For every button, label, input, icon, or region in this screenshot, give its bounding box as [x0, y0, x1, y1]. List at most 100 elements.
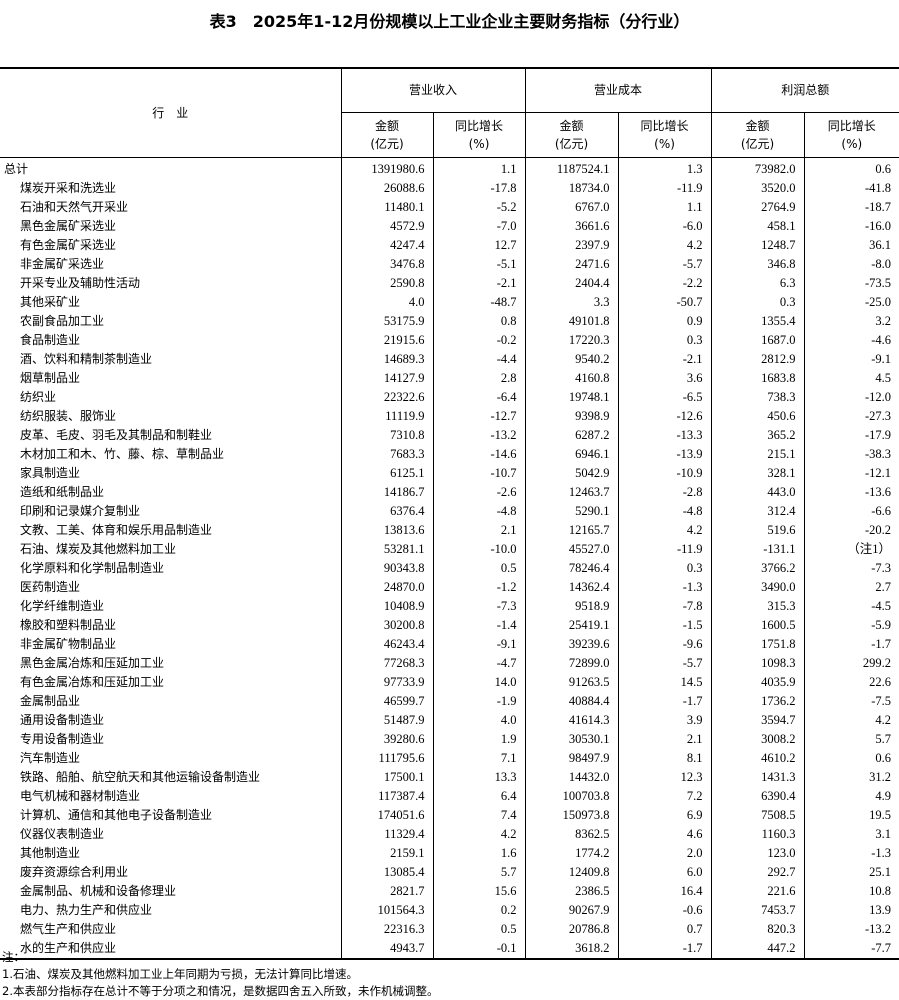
profit-growth: 0.6 [803, 748, 899, 768]
profit-amount: 312.4 [710, 501, 805, 521]
industry-name: 金属制品、机械和设备修理业 [20, 883, 177, 898]
revenue-growth: -1.4 [432, 615, 526, 635]
cost-growth: 6.9 [617, 805, 712, 825]
cost-growth: -5.7 [617, 254, 712, 274]
industry-name: 有色金属冶炼和压延加工业 [20, 674, 165, 689]
revenue-growth: -0.2 [432, 330, 526, 350]
profit-growth: -1.7 [803, 634, 899, 654]
cost-amount: 45527.0 [524, 539, 619, 559]
table-title: 表3 2025年1-12月份规模以上工业企业主要财务指标（分行业） [209, 12, 690, 31]
profit-growth: -16.0 [803, 216, 899, 236]
cost-amount: 25419.1 [524, 615, 619, 635]
industry-name: 皮革、毛皮、羽毛及其制品和制鞋业 [20, 427, 213, 442]
table-row: 石油、煤炭及其他燃料加工业 53281.1 -10.0 45527.0 -11.9 -13… [0, 539, 899, 559]
revenue-growth: 1.6 [432, 843, 526, 863]
cost-amount: 1187524.1 [524, 157, 619, 179]
cost-growth: 0.3 [617, 558, 712, 578]
cost-amount: 14362.4 [524, 577, 619, 597]
revenue-growth: 4.0 [432, 710, 526, 730]
revenue-growth: 5.7 [432, 862, 526, 882]
table-row: 专用设备制造业 39280.6 1.9 30530.1 2.1 3008.2 5.7 [0, 729, 899, 749]
table-row: 酒、饮料和精制茶制造业 14689.3 -4.4 9540.2 -2.1 2812.9 -9… [0, 349, 899, 369]
revenue-amount: 4.0 [340, 292, 433, 312]
industry-name: 燃气生产和供应业 [20, 921, 117, 936]
cost-growth: -11.9 [617, 539, 712, 559]
revenue-amount: 11119.9 [340, 406, 433, 426]
profit-amount: 1600.5 [710, 615, 805, 635]
profit-growth: -38.3 [803, 444, 899, 464]
table-row: 电力、热力生产和供应业 101564.3 0.2 90267.9 -0.6 7453.7 1… [0, 900, 899, 920]
profit-growth: 3.1 [803, 824, 899, 844]
industry-name: 有色金属矿采选业 [20, 237, 117, 252]
table-row: 文教、工美、体育和娱乐用品制造业 13813.6 2.1 12165.7 4.2 519.… [0, 520, 899, 540]
profit-amount: 1248.7 [710, 235, 805, 255]
table-row: 煤炭开采和洗选业 26088.6 -17.8 18734.0 -11.9 3520.0 -4… [0, 178, 899, 198]
revenue-amount: 97733.9 [340, 672, 433, 692]
table-row: 其他制造业 2159.1 1.6 1774.2 2.0 123.0 -1.3 [0, 843, 899, 863]
industry-name: 铁路、船舶、航空航天和其他运输设备制造业 [20, 769, 261, 784]
industry-name: 煤炭开采和洗选业 [20, 180, 117, 195]
profit-growth: 2.7 [803, 577, 899, 597]
table-row: 废弃资源综合利用业 13085.4 5.7 12409.8 6.0 292.7 25.1 [0, 862, 899, 882]
cost-growth: 6.0 [617, 862, 712, 882]
profit-amount: 450.6 [710, 406, 805, 426]
cost-amount: 14432.0 [524, 767, 619, 787]
profit-amount: 1751.8 [710, 634, 805, 654]
profit-growth: -73.5 [803, 273, 899, 293]
cost-amount: 6946.1 [524, 444, 619, 464]
profit-amount: 1160.3 [710, 824, 805, 844]
revenue-growth: -5.1 [432, 254, 526, 274]
table-row: 食品制造业 21915.6 -0.2 17220.3 0.3 1687.0 -4.6 [0, 330, 899, 350]
cost-growth: -1.3 [617, 577, 712, 597]
profit-growth: 22.6 [803, 672, 899, 692]
revenue-amount: 13085.4 [340, 862, 433, 882]
profit-amount: 1431.3 [710, 767, 805, 787]
cost-growth: -2.2 [617, 273, 712, 293]
table-row: 造纸和纸制品业 14186.7 -2.6 12463.7 -2.8 443.0 -13.6 [0, 482, 899, 502]
cost-amount: 17220.3 [524, 330, 619, 350]
cost-amount: 5290.1 [524, 501, 619, 521]
revenue-amount: 101564.3 [340, 900, 433, 920]
profit-growth: -13.2 [803, 919, 899, 939]
industry-name: 电气机械和器材制造业 [20, 788, 141, 803]
cost-amount: 6767.0 [524, 197, 619, 217]
cost-amount: 9540.2 [524, 349, 619, 369]
revenue-growth: -1.9 [432, 691, 526, 711]
table-row: 燃气生产和供应业 22316.3 0.5 20786.8 0.7 820.3 -13.2 [0, 919, 899, 939]
revenue-growth: 2.1 [432, 520, 526, 540]
profit-growth: -18.7 [803, 197, 899, 217]
cost-growth: 1.1 [617, 197, 712, 217]
cost-amount: 18734.0 [524, 178, 619, 198]
revenue-growth: 0.2 [432, 900, 526, 920]
revenue-growth: -9.1 [432, 634, 526, 654]
profit-growth: 4.2 [803, 710, 899, 730]
cost-growth: -6.5 [617, 387, 712, 407]
revenue-amount: 4572.9 [340, 216, 433, 236]
cost-amount: 39239.6 [524, 634, 619, 654]
header-label: 金额 [559, 118, 584, 133]
profit-amount: 820.3 [710, 919, 805, 939]
cost-growth: -7.8 [617, 596, 712, 616]
cost-amount: 41614.3 [524, 710, 619, 730]
revenue-amount: 90343.8 [340, 558, 433, 578]
profit-growth: -17.9 [803, 425, 899, 445]
table-row: 非金属矿采选业 3476.8 -5.1 2471.6 -5.7 346.8 -8.0 [0, 254, 899, 274]
profit-amount: 2812.9 [710, 349, 805, 369]
revenue-growth: -6.4 [432, 387, 526, 407]
cost-growth: 0.9 [617, 311, 712, 331]
note-1: 1.石油、煤炭及其他燃料加工业上年同期为亏损，无法计算同比增速。 [2, 967, 358, 981]
cost-growth: 4.6 [617, 824, 712, 844]
profit-amount: 6390.4 [710, 786, 805, 806]
header-unit: (%) [468, 136, 490, 151]
revenue-growth: 13.3 [432, 767, 526, 787]
revenue-amount: 22322.6 [340, 387, 433, 407]
revenue-growth: 15.6 [432, 881, 526, 901]
revenue-amount: 10408.9 [340, 596, 433, 616]
cost-growth: 4.2 [617, 235, 712, 255]
revenue-header: 营业收入 [340, 68, 526, 113]
profit-growth: -4.5 [803, 596, 899, 616]
cost-amount: 2397.9 [524, 235, 619, 255]
profit-amount: 346.8 [710, 254, 805, 274]
profit-amount: 1736.2 [710, 691, 805, 711]
industry-name: 纺织业 [20, 389, 57, 404]
